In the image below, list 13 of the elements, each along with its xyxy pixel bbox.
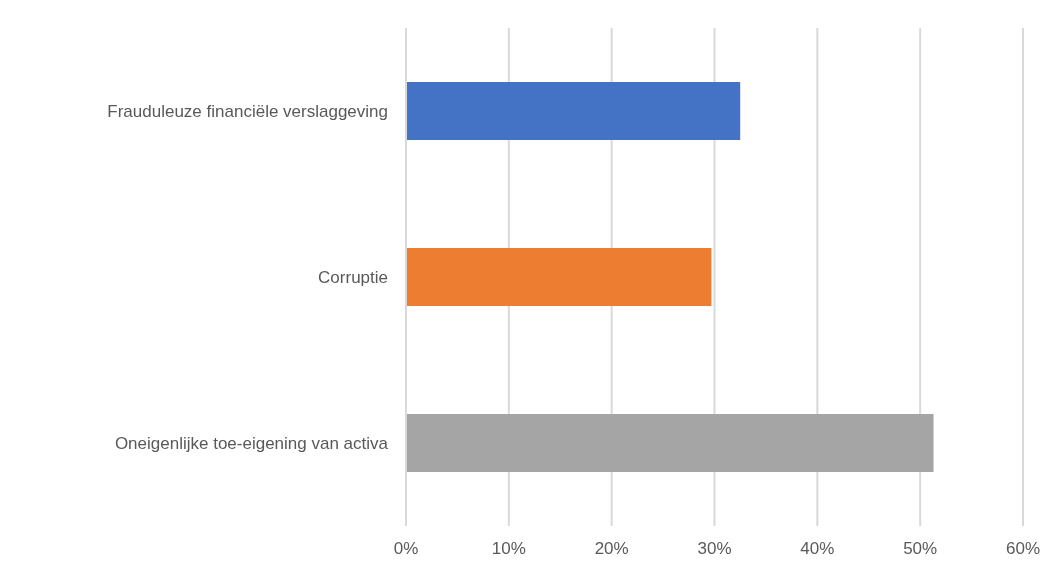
x-tick-label: 50% [903,539,938,559]
bar [406,82,741,140]
bar [406,248,712,306]
x-tick-label: 0% [393,539,419,559]
x-tick-label: 60% [1005,539,1041,559]
y-tick-label: Oneigenlijke toe-eigening van activa [114,434,389,454]
y-tick-label: Corruptie [318,268,388,288]
bar [406,414,934,472]
y-tick-label: Frauduleuze financiële verslaggeving [107,102,388,122]
x-tick-label: 40% [800,539,835,559]
x-tick-label: 10% [491,539,526,559]
x-tick-label: 20% [594,539,629,559]
x-tick-label: 30% [697,539,732,559]
